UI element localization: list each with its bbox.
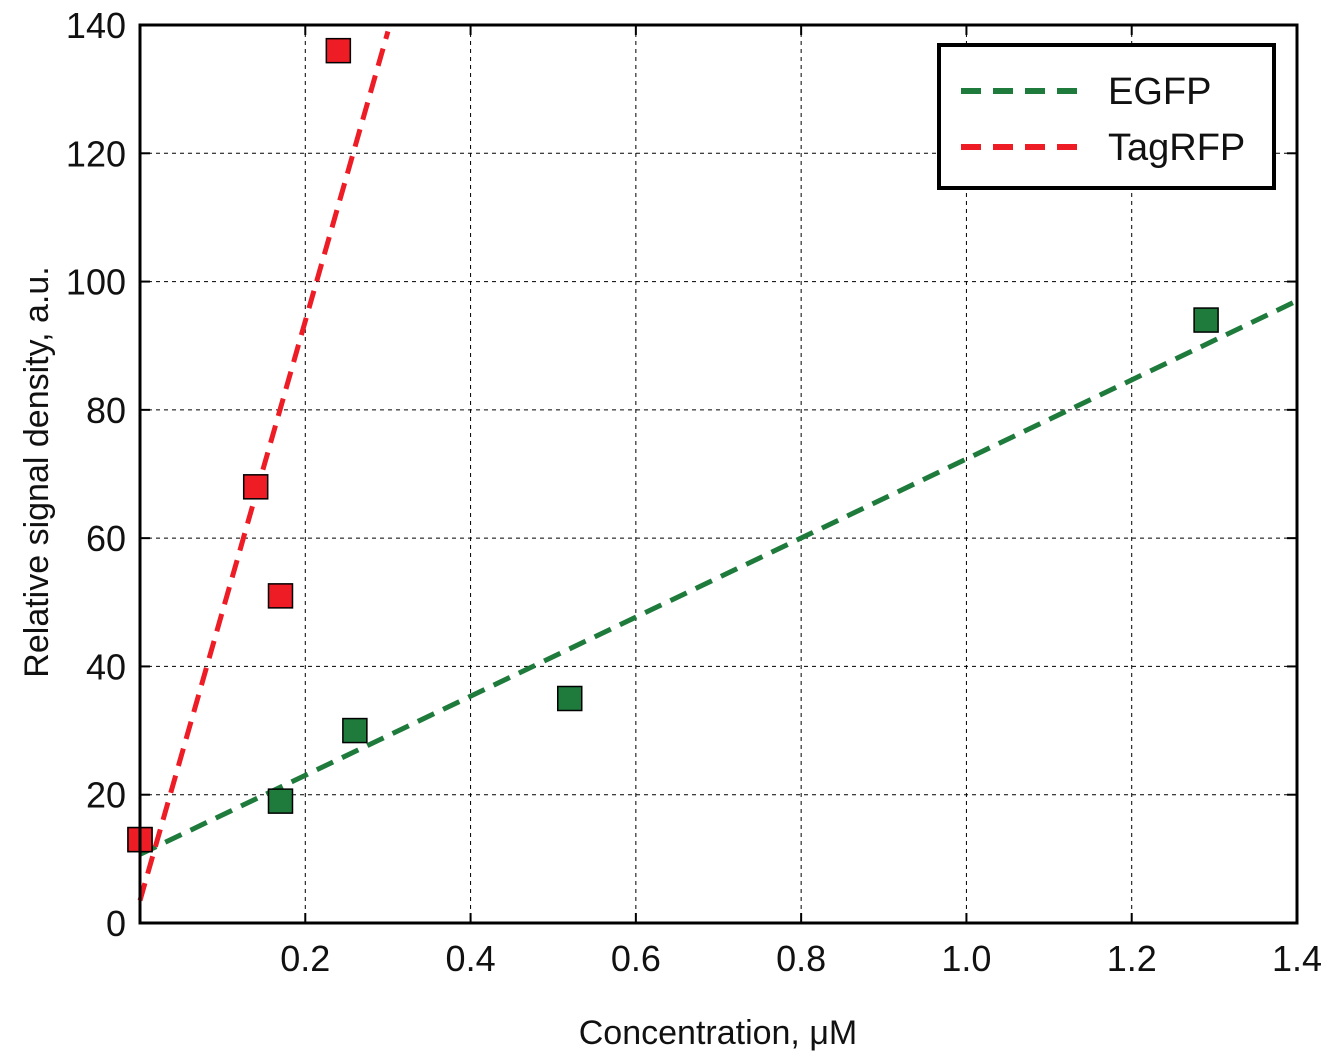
y-tick-label: 60: [86, 518, 126, 559]
grid: [140, 25, 1297, 923]
y-axis-title: Relative signal density, a.u.: [18, 266, 56, 677]
y-tick-label: 140: [66, 5, 126, 46]
data-points: [127, 37, 1219, 853]
data-point-tagrfp: [267, 583, 294, 609]
y-tick-label: 40: [86, 646, 126, 687]
x-tick-label: 1.2: [1107, 938, 1157, 979]
y-tick-label: 80: [86, 390, 126, 431]
data-point-egfp: [1193, 307, 1219, 333]
trendline-tagrfp: [137, 30, 391, 902]
x-axis-title: Concentration, μM: [579, 1014, 858, 1052]
y-tick-label: 100: [66, 262, 126, 303]
data-point-egfp: [556, 685, 583, 712]
x-tick-labels: 0.2 0.4 0.6 0.8 1.0 1.2 1.4: [280, 938, 1322, 979]
y-tick-label: 0: [106, 903, 126, 944]
x-tick-label: 1.4: [1272, 938, 1322, 979]
x-tick-label: 0.2: [280, 938, 330, 979]
y-tick-label: 20: [86, 775, 126, 816]
legend-box: [937, 43, 1276, 190]
legend: EGFP TagRFP: [937, 43, 1276, 190]
trendlines: [137, 30, 1299, 902]
data-point-tagrfp: [325, 37, 352, 64]
legend-label-tagrfp: TagRFP: [1108, 127, 1245, 169]
plot-frame: [138, 23, 1299, 925]
x-tick-label: 0.8: [776, 938, 826, 979]
y-tick-label: 120: [66, 133, 126, 174]
data-point-egfp: [342, 717, 368, 744]
x-tick-label: 0.6: [611, 938, 661, 979]
x-tick-label: 1.0: [941, 938, 991, 979]
data-point-egfp: [267, 788, 294, 814]
data-point-tagrfp: [242, 474, 269, 500]
trendline-egfp: [138, 298, 1299, 857]
x-tick-label: 0.4: [446, 938, 496, 979]
legend-label-egfp: EGFP: [1108, 71, 1211, 113]
y-tick-labels: 0 20 40 60 80 100 120 140: [66, 5, 126, 944]
